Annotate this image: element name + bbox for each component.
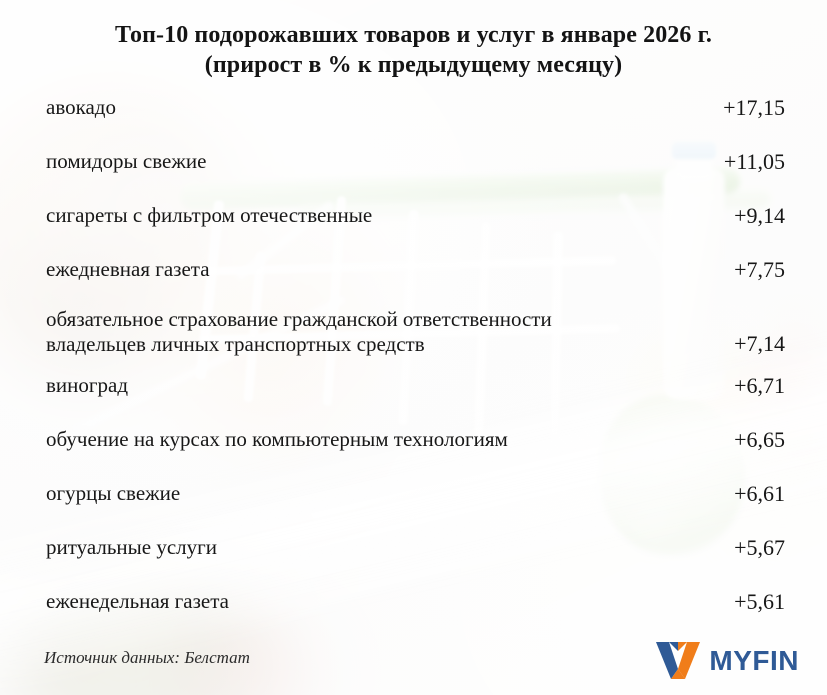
table-row: огурцы свежие +6,61 xyxy=(0,481,827,535)
table-row: помидоры свежие +11,05 xyxy=(0,149,827,203)
item-value: +9,14 xyxy=(734,203,785,228)
item-label: обучение на курсах по компьютерным техно… xyxy=(46,427,508,451)
source-note: Источник данных: Белстат xyxy=(44,648,250,667)
myfin-logo-text: MYFIN xyxy=(709,644,799,676)
table-row: обучение на курсах по компьютерным техно… xyxy=(0,427,827,481)
item-label: сигареты с фильтром отечественные xyxy=(46,203,373,227)
item-value: +7,14 xyxy=(734,331,785,356)
item-label: авокадо xyxy=(46,95,116,119)
table-row: авокадо +17,15 xyxy=(0,95,827,149)
item-value: +17,15 xyxy=(723,95,785,120)
ranking-list: авокадо +17,15 помидоры свежие +11,05 сигаре… xyxy=(0,95,827,643)
myfin-chevron-icon xyxy=(656,642,701,679)
item-value: +7,75 xyxy=(734,257,785,282)
table-row: сигареты с фильтром отечественные +9,14 xyxy=(0,203,827,257)
item-label: ритуальные услуги xyxy=(46,535,217,559)
item-label: обязательное страхование гражданской отв… xyxy=(46,307,552,356)
item-value: +5,67 xyxy=(734,535,785,560)
item-label: помидоры свежие xyxy=(46,149,207,173)
table-row: еженедельная газета +5,61 xyxy=(0,589,827,643)
item-value: +11,05 xyxy=(723,149,785,174)
table-row: ежедневная газета +7,75 xyxy=(0,257,827,311)
item-label: виноград xyxy=(46,373,129,397)
item-label: огурцы свежие xyxy=(46,481,181,505)
item-label: еженедельная газета xyxy=(46,589,229,613)
table-row: обязательное страхование гражданской отв… xyxy=(0,307,827,373)
table-row: ритуальные услуги +5,67 xyxy=(0,535,827,589)
item-label: ежедневная газета xyxy=(46,257,210,281)
page-title-line-1: Топ-10 подорожавших товаров и услуг в ян… xyxy=(114,22,712,48)
table-row: виноград +6,71 xyxy=(0,373,827,427)
item-value: +6,65 xyxy=(734,427,785,452)
page-title-line-2: (прирост в % к предыдущему месяцу) xyxy=(204,52,623,78)
item-value: +6,71 xyxy=(734,373,785,398)
myfin-logo[interactable]: MYFIN xyxy=(656,642,799,679)
page-title: Топ-10 подорожавших товаров и услуг в ян… xyxy=(0,20,827,80)
item-value: +6,61 xyxy=(734,481,785,506)
item-value: +5,61 xyxy=(734,589,785,614)
